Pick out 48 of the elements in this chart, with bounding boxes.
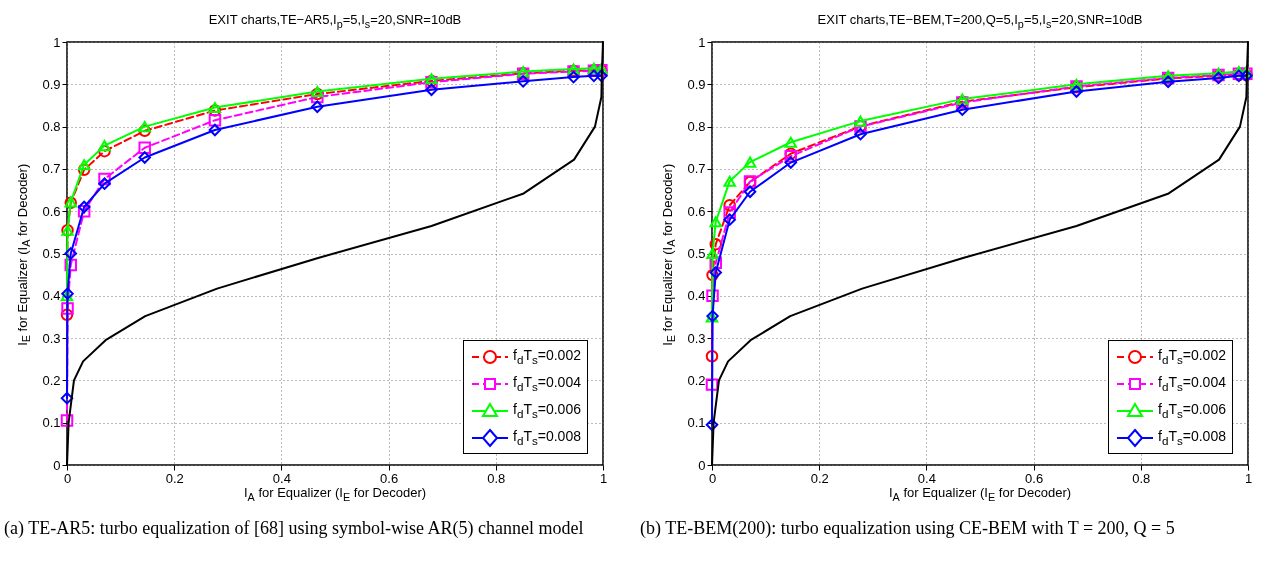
y-tick-label: 1: [698, 34, 706, 50]
y-tick-label: 0.1: [687, 415, 706, 431]
y-tick-label: 0.4: [687, 288, 706, 304]
text: (b) TE-BEM(200): turbo equalization using CE-BEM with T = 200, Q = 5: [640, 518, 1176, 539]
x-axis-title: I$_{A}$ for Equalizer (I$_{E}$ for Decoder): [242, 485, 428, 503]
y-tick-label: 0.8: [42, 119, 61, 135]
x-tick-label: 1: [1244, 470, 1253, 486]
y-tick-label: 0.1: [42, 415, 61, 431]
y-tick-label: 0: [53, 457, 61, 473]
legend-label: f$_{d}$T$_{s}$=0.008: [1158, 428, 1226, 447]
legend-label: f$_{d}$T$_{s}$=0.006: [1158, 401, 1226, 420]
x-axis-title: I$_{A}$ for Equalizer (I$_{E}$ for Decoder): [887, 485, 1073, 503]
y-tick-label: 0.4: [42, 288, 61, 304]
legend-label: f$_{d}$T$_{s}$=0.002: [513, 347, 581, 366]
x-tick-label: 0.4: [917, 470, 936, 486]
y-tick-label: 0.7: [687, 161, 706, 177]
legend-label: f$_{d}$T$_{s}$=0.002: [1158, 347, 1226, 366]
y-tick-label: 0.2: [42, 372, 61, 388]
x-tick-label: 0: [708, 470, 717, 486]
y-tick-label: 0.5: [42, 246, 61, 261]
x-tick-label: 0.4: [272, 470, 291, 486]
text: (a) TE-AR5: turbo equalization of [68] using symbol-wise AR(5) channel model: [4, 518, 585, 539]
legend-label: f$_{d}$T$_{s}$=0.008: [513, 428, 581, 447]
y-tick-label: 0.5: [687, 246, 706, 261]
x-tick-label: 0.2: [810, 470, 829, 486]
y-tick-label: 0.7: [42, 161, 61, 177]
y-tick-label: 0.8: [687, 119, 706, 135]
y-tick-label: 0.9: [687, 76, 706, 92]
y-tick-label: 0: [698, 457, 706, 473]
y-tick-label: 0.6: [687, 203, 706, 219]
y-tick-label: 1: [53, 34, 61, 50]
y-tick-label: 0.2: [687, 372, 706, 388]
x-tick-label: 0.6: [1025, 470, 1044, 486]
x-tick-label: 0.6: [380, 470, 399, 486]
chart-title: EXIT charts,TE−BEM,T=200,Q=5,I$_{p}$=5,I$_{s}$=20,SNR=10dB: [816, 12, 1144, 30]
x-tick-label: 0.8: [1132, 470, 1151, 486]
chart-title: EXIT charts,TE−AR5,I$_{p}$=5,I$_{s}$=20,SNR=10dB: [207, 12, 463, 30]
y-tick-label: 0.9: [42, 76, 61, 92]
y-tick-label: 0.3: [42, 330, 61, 346]
legend-label: f$_{d}$T$_{s}$=0.006: [513, 401, 581, 420]
x-tick-label: 0.2: [165, 470, 184, 486]
x-tick-label: 0.8: [487, 470, 506, 486]
x-tick-label: 1: [599, 470, 608, 486]
x-tick-label: 0: [63, 470, 72, 486]
y-tick-label: 0.6: [42, 203, 61, 219]
legend-label: f$_{d}$T$_{s}$=0.004: [1158, 374, 1226, 393]
legend-label: f$_{d}$T$_{s}$=0.004: [513, 374, 581, 393]
y-tick-label: 0.3: [687, 330, 706, 346]
